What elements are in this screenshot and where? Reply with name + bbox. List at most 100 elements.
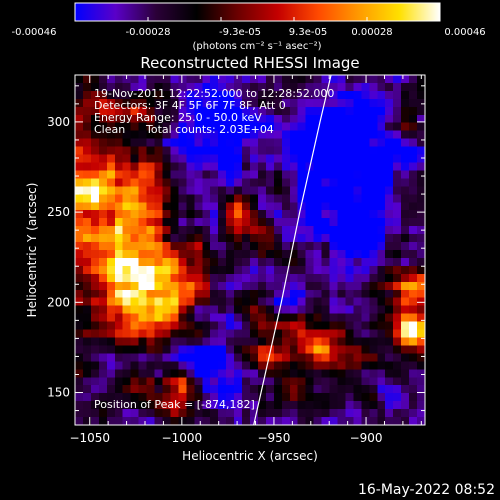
heatmap-cell [265,289,275,299]
heatmap-cell [281,234,291,243]
heatmap-cell [154,146,164,156]
heatmap-cell [242,218,251,227]
heatmap-cell [146,313,156,323]
heatmap-cell [75,130,84,140]
heatmap-cell [146,122,156,132]
heatmap-cell [313,202,323,211]
heatmap-cell [313,226,323,235]
heatmap-cell [90,146,100,156]
heatmap-cell [138,337,148,347]
heatmap-cell [75,329,84,339]
heatmap-cell [250,210,259,219]
heatmap-cell [146,361,156,370]
heatmap-cell [242,345,251,354]
heatmap-cell [345,122,354,132]
heatmap-cell [345,82,354,92]
heatmap-cell [106,202,116,211]
heatmap-cell [170,202,179,211]
heatmap-cell [257,409,267,418]
heatmap-cell [369,154,378,164]
heatmap-cell [154,313,164,323]
heatmap-cell [162,297,172,307]
heatmap-cell [329,281,339,291]
heatmap-cell [210,369,219,378]
heatmap-cell [210,130,219,140]
heatmap-cell [313,146,323,156]
heatmap-cell [250,82,259,92]
heatmap-cell [154,417,164,425]
heatmap-cell [210,106,219,116]
heatmap-cell [281,321,291,331]
heatmap-cell [75,178,84,187]
heatmap-cell [353,82,362,92]
heatmap-cell [122,321,132,331]
heatmap-cell [114,257,124,267]
heatmap-cell [289,417,299,425]
heatmap-cell [114,162,124,172]
heatmap-cell [162,242,172,251]
heatmap-cell [361,90,370,100]
heatmap-cell [242,122,251,132]
heatmap-cell [114,345,124,354]
heatmap-cell [122,409,132,418]
heatmap-cell [242,154,251,164]
heatmap-cell [393,393,402,402]
heatmap-cell [106,75,116,84]
heatmap-cell [194,305,203,315]
heatmap-cell [98,75,108,84]
heatmap-cell [289,337,299,347]
heatmap-cell [409,178,418,187]
heatmap-cell [257,273,267,283]
heatmap-cell [170,385,179,394]
heatmap-cell [130,417,140,425]
heatmap-cell [393,377,402,386]
heatmap-cell [361,321,370,331]
heatmap-cell [369,186,378,195]
heatmap-cell [321,305,331,315]
heatmap-cell [353,257,362,267]
heatmap-cell [305,401,315,410]
heatmap-cell [305,234,315,243]
heatmap-cell [409,138,418,148]
heatmap-cell [377,369,386,378]
heatmap-cell [234,162,243,172]
heatmap-cell [90,297,100,307]
heatmap-cell [297,75,307,84]
heatmap-cell [393,226,402,235]
heatmap-cell [90,257,100,267]
heatmap-cell [353,146,362,156]
heatmap-cell [345,257,354,267]
heatmap-cell [138,234,148,243]
heatmap-cell [265,210,275,219]
heatmap-cell [106,90,116,100]
heatmap-cell [186,377,195,386]
heatmap-cell [106,250,116,259]
heatmap-cell [130,186,140,195]
heatmap-cell [154,289,164,299]
heatmap-cell [417,98,425,108]
heatmap-cell [186,409,195,418]
heatmap-cell [401,154,410,164]
heatmap-cell [98,242,108,251]
heatmap-cell [210,98,219,108]
heatmap-cell [250,281,259,291]
heatmap-cell [329,210,339,219]
heatmap-cell [417,82,425,92]
heatmap-cell [186,138,195,148]
heatmap-cell [138,361,148,370]
heatmap-cell [329,337,339,347]
heatmap-cell [321,377,331,386]
heatmap-cell [90,321,100,331]
heatmap-cell [122,329,132,339]
heatmap-cell [194,242,203,251]
heatmap-cell [194,313,203,323]
heatmap-cell [337,146,347,156]
heatmap-cell [170,130,179,140]
heatmap-cell [401,146,410,156]
heatmap-cell [369,265,378,275]
heatmap-cell [250,409,259,418]
heatmap-cell [297,162,307,172]
heatmap-cell [146,281,156,291]
heatmap-cell [345,369,354,378]
heatmap-cell [265,106,275,116]
